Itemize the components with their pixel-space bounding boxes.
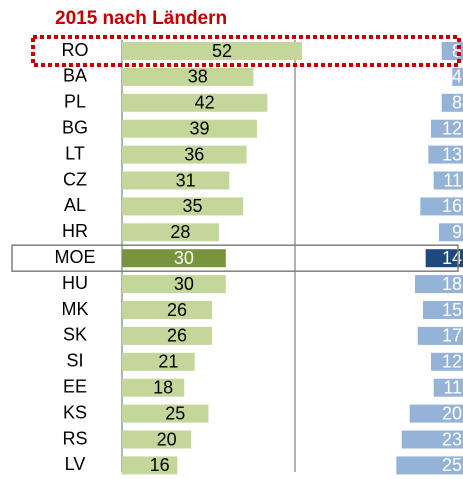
value-label: 30 [174, 248, 194, 268]
bar [431, 119, 463, 138]
value-label: 28 [170, 222, 190, 242]
value-label: 13 [442, 144, 462, 164]
bar [420, 197, 463, 216]
value-label: 35 [183, 196, 203, 216]
value-label: 26 [167, 300, 187, 320]
bar [122, 197, 244, 216]
bar [122, 430, 192, 449]
category-label: BG [62, 117, 88, 137]
bar [401, 430, 463, 449]
bar [396, 456, 463, 475]
value-label: 12 [442, 118, 462, 138]
category-label: HR [62, 221, 88, 241]
bar [423, 301, 463, 319]
value-label: 20 [442, 403, 462, 423]
bar [122, 223, 219, 242]
bar [122, 171, 230, 190]
value-label: 30 [174, 274, 194, 294]
bar [433, 378, 463, 397]
bar [122, 275, 226, 294]
value-label: 14 [442, 248, 462, 268]
value-label: 4 [452, 67, 462, 87]
bar [122, 145, 247, 164]
category-label: RS [62, 428, 87, 448]
bar [415, 275, 463, 294]
bar [428, 145, 463, 164]
value-label: 8 [452, 93, 462, 113]
value-label: 20 [157, 429, 177, 449]
bar [122, 404, 209, 423]
category-label: KS [63, 402, 87, 422]
category-label: MK [62, 299, 89, 319]
bar [122, 456, 178, 475]
value-label: 16 [442, 196, 462, 216]
value-label: 38 [188, 67, 208, 87]
bar [122, 249, 226, 268]
bar [431, 352, 463, 371]
value-label: 16 [150, 455, 170, 475]
bar [452, 67, 463, 86]
value-label: 26 [167, 326, 187, 346]
bar [409, 404, 463, 423]
value-label: 11 [443, 377, 462, 397]
bar [122, 326, 212, 345]
highlight-box [31, 35, 461, 67]
bar [441, 93, 463, 112]
value-label: 31 [176, 170, 196, 190]
category-label: EE [63, 376, 87, 396]
category-label: RO [62, 40, 89, 60]
bar [122, 352, 195, 371]
value-label: 11 [443, 170, 462, 190]
bar [433, 171, 463, 190]
category-label: SI [66, 351, 83, 371]
category-label: MOE [54, 247, 95, 267]
category-label: PL [64, 92, 86, 112]
value-label: 9 [452, 222, 462, 242]
category-label: CZ [63, 169, 87, 189]
bar [439, 223, 463, 242]
category-label: SK [63, 325, 87, 345]
value-label: 36 [184, 144, 204, 164]
value-label: 18 [442, 274, 462, 294]
value-label: 17 [442, 326, 462, 346]
highlight-box [11, 244, 459, 272]
bar [122, 93, 268, 112]
value-label: 25 [442, 455, 462, 475]
category-label: LT [65, 143, 85, 163]
chart-title: 2015 nach Ländern [55, 8, 227, 29]
bar [122, 119, 257, 138]
bar [425, 249, 463, 268]
bar [122, 67, 254, 86]
value-label: 12 [442, 352, 462, 372]
bar [122, 378, 185, 397]
category-label: LV [65, 454, 86, 474]
value-label: 42 [195, 93, 215, 113]
category-label: AL [64, 195, 86, 215]
value-label: 52 [212, 41, 232, 61]
value-label: 39 [189, 118, 209, 138]
value-label: 25 [165, 403, 185, 423]
value-label: 15 [442, 300, 462, 320]
category-label: BA [63, 66, 87, 86]
bar [417, 326, 463, 345]
bar [122, 42, 302, 60]
value-label: 8 [452, 41, 462, 61]
value-label: 23 [442, 429, 462, 449]
bar [122, 301, 212, 319]
value-label: 21 [158, 352, 178, 372]
value-label: 18 [153, 377, 173, 397]
category-label: HU [62, 273, 88, 293]
